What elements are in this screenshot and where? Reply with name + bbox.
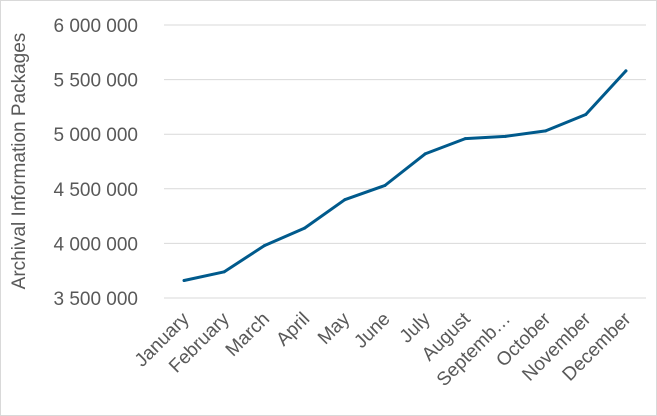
data-point bbox=[463, 137, 467, 141]
y-tick-label: 4 500 000 bbox=[53, 180, 138, 201]
x-tick-label: May bbox=[314, 308, 355, 349]
data-point bbox=[624, 69, 628, 73]
x-tick-label: April bbox=[272, 309, 314, 351]
y-axis-label: Archival Information Packages bbox=[9, 33, 30, 290]
series-group bbox=[182, 69, 628, 283]
data-point bbox=[182, 279, 186, 283]
series-line bbox=[182, 69, 628, 282]
y-tick-label: 5 500 000 bbox=[53, 71, 138, 92]
data-point bbox=[503, 134, 507, 138]
data-point bbox=[584, 113, 588, 117]
data-point bbox=[343, 198, 347, 202]
data-point bbox=[423, 152, 427, 156]
data-point bbox=[544, 129, 548, 133]
y-tick-label: 3 500 000 bbox=[53, 289, 138, 310]
y-tick-label: 5 000 000 bbox=[53, 125, 138, 146]
data-point bbox=[262, 244, 266, 248]
y-tick-label: 6 000 000 bbox=[53, 16, 138, 37]
data-point bbox=[222, 270, 226, 274]
y-tick-label: 4 000 000 bbox=[53, 234, 138, 255]
x-tick-label: June bbox=[350, 309, 394, 353]
x-tick-label: March bbox=[222, 309, 274, 361]
gridlines bbox=[164, 24, 646, 299]
data-point bbox=[383, 184, 387, 188]
data-point bbox=[303, 226, 307, 230]
y-axis-ticks: 3 500 000 4 000 000 4 500 000 5 000 000 5 50… bbox=[53, 16, 138, 310]
